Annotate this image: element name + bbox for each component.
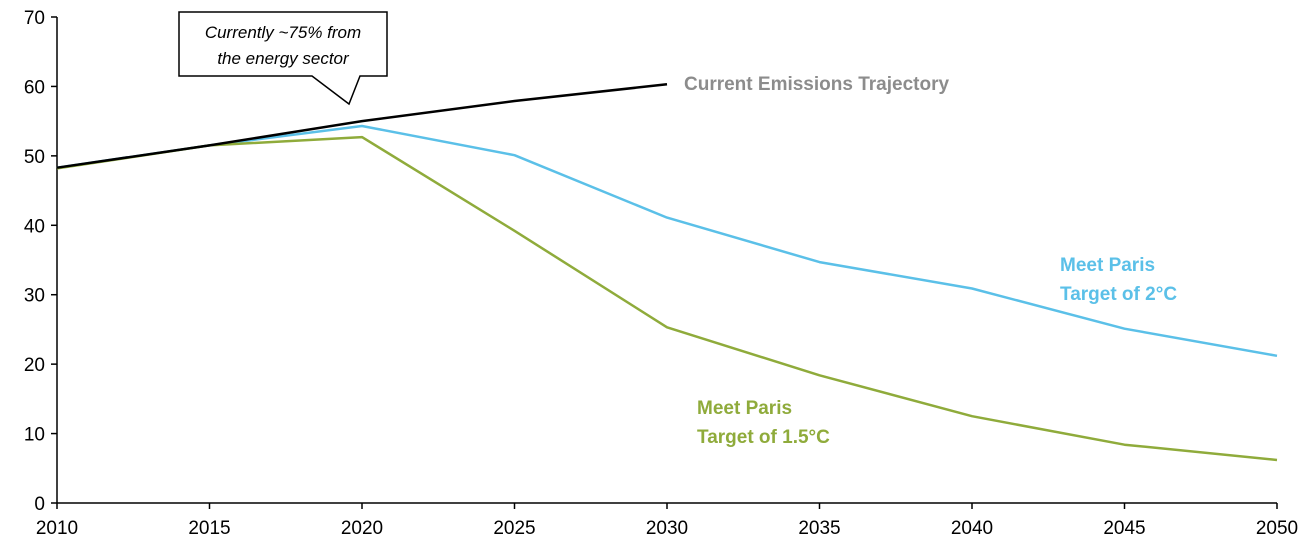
series-label-paris-1-5c-line-1: Meet Paris [697,398,792,419]
y-tick-label: 40 [24,216,45,237]
series-line-current-trajectory [56,83,668,169]
x-tick-label: 2025 [493,518,535,539]
y-tick-label: 70 [24,8,45,29]
y-tick-label: 10 [24,425,45,446]
y-tick-label: 60 [24,77,45,98]
x-tick-label: 2045 [1103,518,1145,539]
x-tick-label: 2040 [951,518,993,539]
callout-line-1: Currently ~75% from [205,23,361,42]
series-line-paris-2c [56,124,1278,358]
series-lines [56,83,1278,462]
y-axis-ticks: 0 10 20 30 40 50 60 70 [24,8,57,515]
x-tick-label: 2010 [36,518,78,539]
y-tick-label: 30 [24,286,45,307]
series-line-paris-1-5c [56,135,1278,462]
x-tick-label: 2035 [798,518,840,539]
series-label-paris-2c-line-1: Meet Paris [1060,255,1155,276]
series-label-paris-1-5c-line-2: Target of 1.5°C [697,427,830,448]
callout-box [178,11,388,106]
y-tick-label: 0 [34,494,45,515]
x-tick-label: 2030 [646,518,688,539]
callout-line-2: the energy sector [217,49,350,68]
callout-annotation: Currently ~75% from the energy sector [178,11,388,106]
series-label-current-trajectory: Current Emissions Trajectory [684,74,949,95]
y-tick-label: 20 [24,355,45,376]
x-tick-label: 2015 [188,518,230,539]
y-tick-label: 50 [24,147,45,168]
x-axis-ticks: 2010 2015 2020 2025 2030 2035 2040 2045 2050 [36,503,1298,539]
series-label-paris-2c-line-2: Target of 2°C [1060,284,1177,305]
x-tick-label: 2020 [341,518,383,539]
x-tick-label: 2050 [1256,518,1298,539]
